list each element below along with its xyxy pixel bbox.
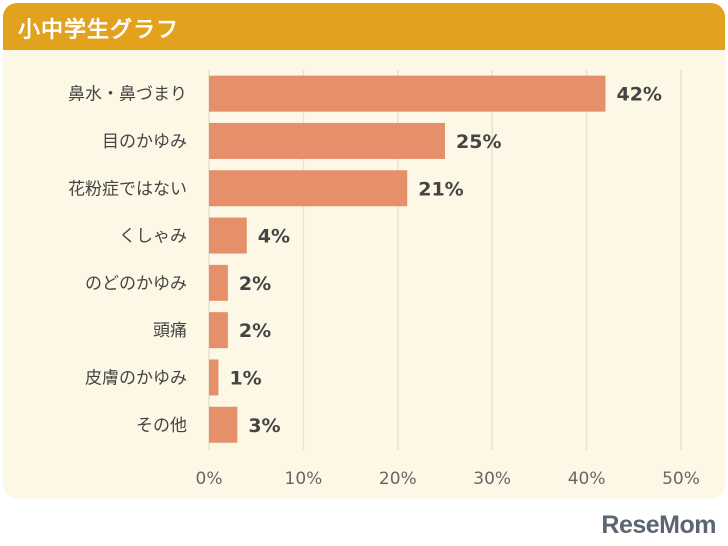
bar — [209, 75, 606, 112]
x-tick-label: 50% — [662, 469, 700, 489]
bar — [209, 312, 228, 349]
bar — [209, 122, 445, 159]
value-label: 2% — [239, 273, 271, 295]
x-tick-label: 10% — [285, 469, 323, 489]
value-label: 42% — [616, 84, 661, 106]
category-label: くしゃみ — [119, 227, 187, 247]
bar — [209, 264, 228, 301]
category-label: 皮膚のかゆみ — [85, 368, 187, 388]
value-label: 25% — [456, 131, 501, 153]
value-label: 4% — [258, 226, 290, 248]
x-tick-label: 30% — [473, 469, 511, 489]
bar — [209, 359, 219, 396]
category-label: 鼻水・鼻づまり — [68, 85, 187, 105]
bar — [209, 217, 247, 254]
resemom-logo: ReseMom — [601, 511, 716, 539]
category-label: 花粉症ではない — [68, 179, 187, 199]
category-label: 頭痛 — [153, 321, 187, 341]
bar — [209, 170, 408, 207]
value-label: 2% — [239, 320, 271, 342]
value-label: 1% — [229, 367, 261, 389]
category-label: その他 — [136, 416, 187, 436]
x-tick-label: 20% — [379, 469, 417, 489]
value-label: 3% — [248, 415, 280, 437]
value-label: 21% — [418, 178, 463, 200]
category-label: 目のかゆみ — [102, 132, 187, 152]
chart-title: 小中学生グラフ — [18, 18, 180, 43]
x-tick-label: 0% — [196, 469, 223, 489]
chart-header: 小中学生グラフ — [3, 3, 725, 50]
category-label: のどのかゆみ — [85, 274, 187, 294]
bar — [209, 406, 238, 443]
x-tick-label: 40% — [568, 469, 606, 489]
